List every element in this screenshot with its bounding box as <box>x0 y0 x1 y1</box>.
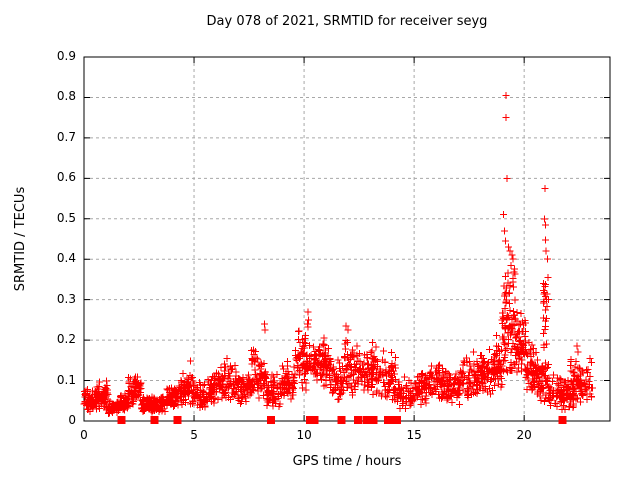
tick-marks <box>83 56 610 422</box>
y-tick-label: 0.8 <box>56 89 76 104</box>
scatter-points <box>80 92 596 417</box>
zero-value-marker <box>150 416 159 424</box>
plot-border <box>83 56 611 422</box>
chart-title: Day 078 of 2021, SRMTID for receiver sey… <box>206 14 488 29</box>
zero-value-marker <box>384 416 392 424</box>
zero-value-marker <box>117 416 126 424</box>
zero-value-marker <box>558 416 567 424</box>
x-axis-label: GPS time / hours <box>292 454 402 469</box>
y-tick-label: 0.2 <box>56 332 76 347</box>
zero-value-marker <box>354 416 362 424</box>
y-tick-label: 0.1 <box>56 372 76 387</box>
y-tick-label: 0.9 <box>56 49 76 63</box>
y-tick-label: 0.7 <box>56 129 76 144</box>
y-tick-label: 0.4 <box>56 251 76 266</box>
grid-lines <box>84 57 610 421</box>
y-tick-label: 0.6 <box>56 170 76 185</box>
zero-value-marker <box>267 416 275 424</box>
x-tick-label: 10 <box>296 428 312 442</box>
zero-value-marker <box>393 416 401 424</box>
x-tick-label: 15 <box>406 428 422 442</box>
zero-value-marker <box>173 416 182 424</box>
x-tick-label: 0 <box>80 428 88 442</box>
y-tick-label: 0 <box>68 413 76 427</box>
y-tick-label: 0.5 <box>56 210 76 225</box>
x-tick-label: 5 <box>190 428 198 442</box>
zero-value-marker <box>337 416 346 424</box>
zero-value-marker <box>306 416 319 424</box>
x-tick-label: 20 <box>516 428 532 442</box>
y-tick-label: 0.3 <box>56 291 76 306</box>
zero-value-marker <box>362 416 378 424</box>
